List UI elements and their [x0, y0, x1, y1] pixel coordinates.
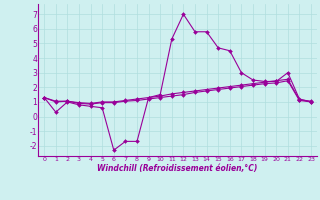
X-axis label: Windchill (Refroidissement éolien,°C): Windchill (Refroidissement éolien,°C) — [97, 164, 258, 173]
